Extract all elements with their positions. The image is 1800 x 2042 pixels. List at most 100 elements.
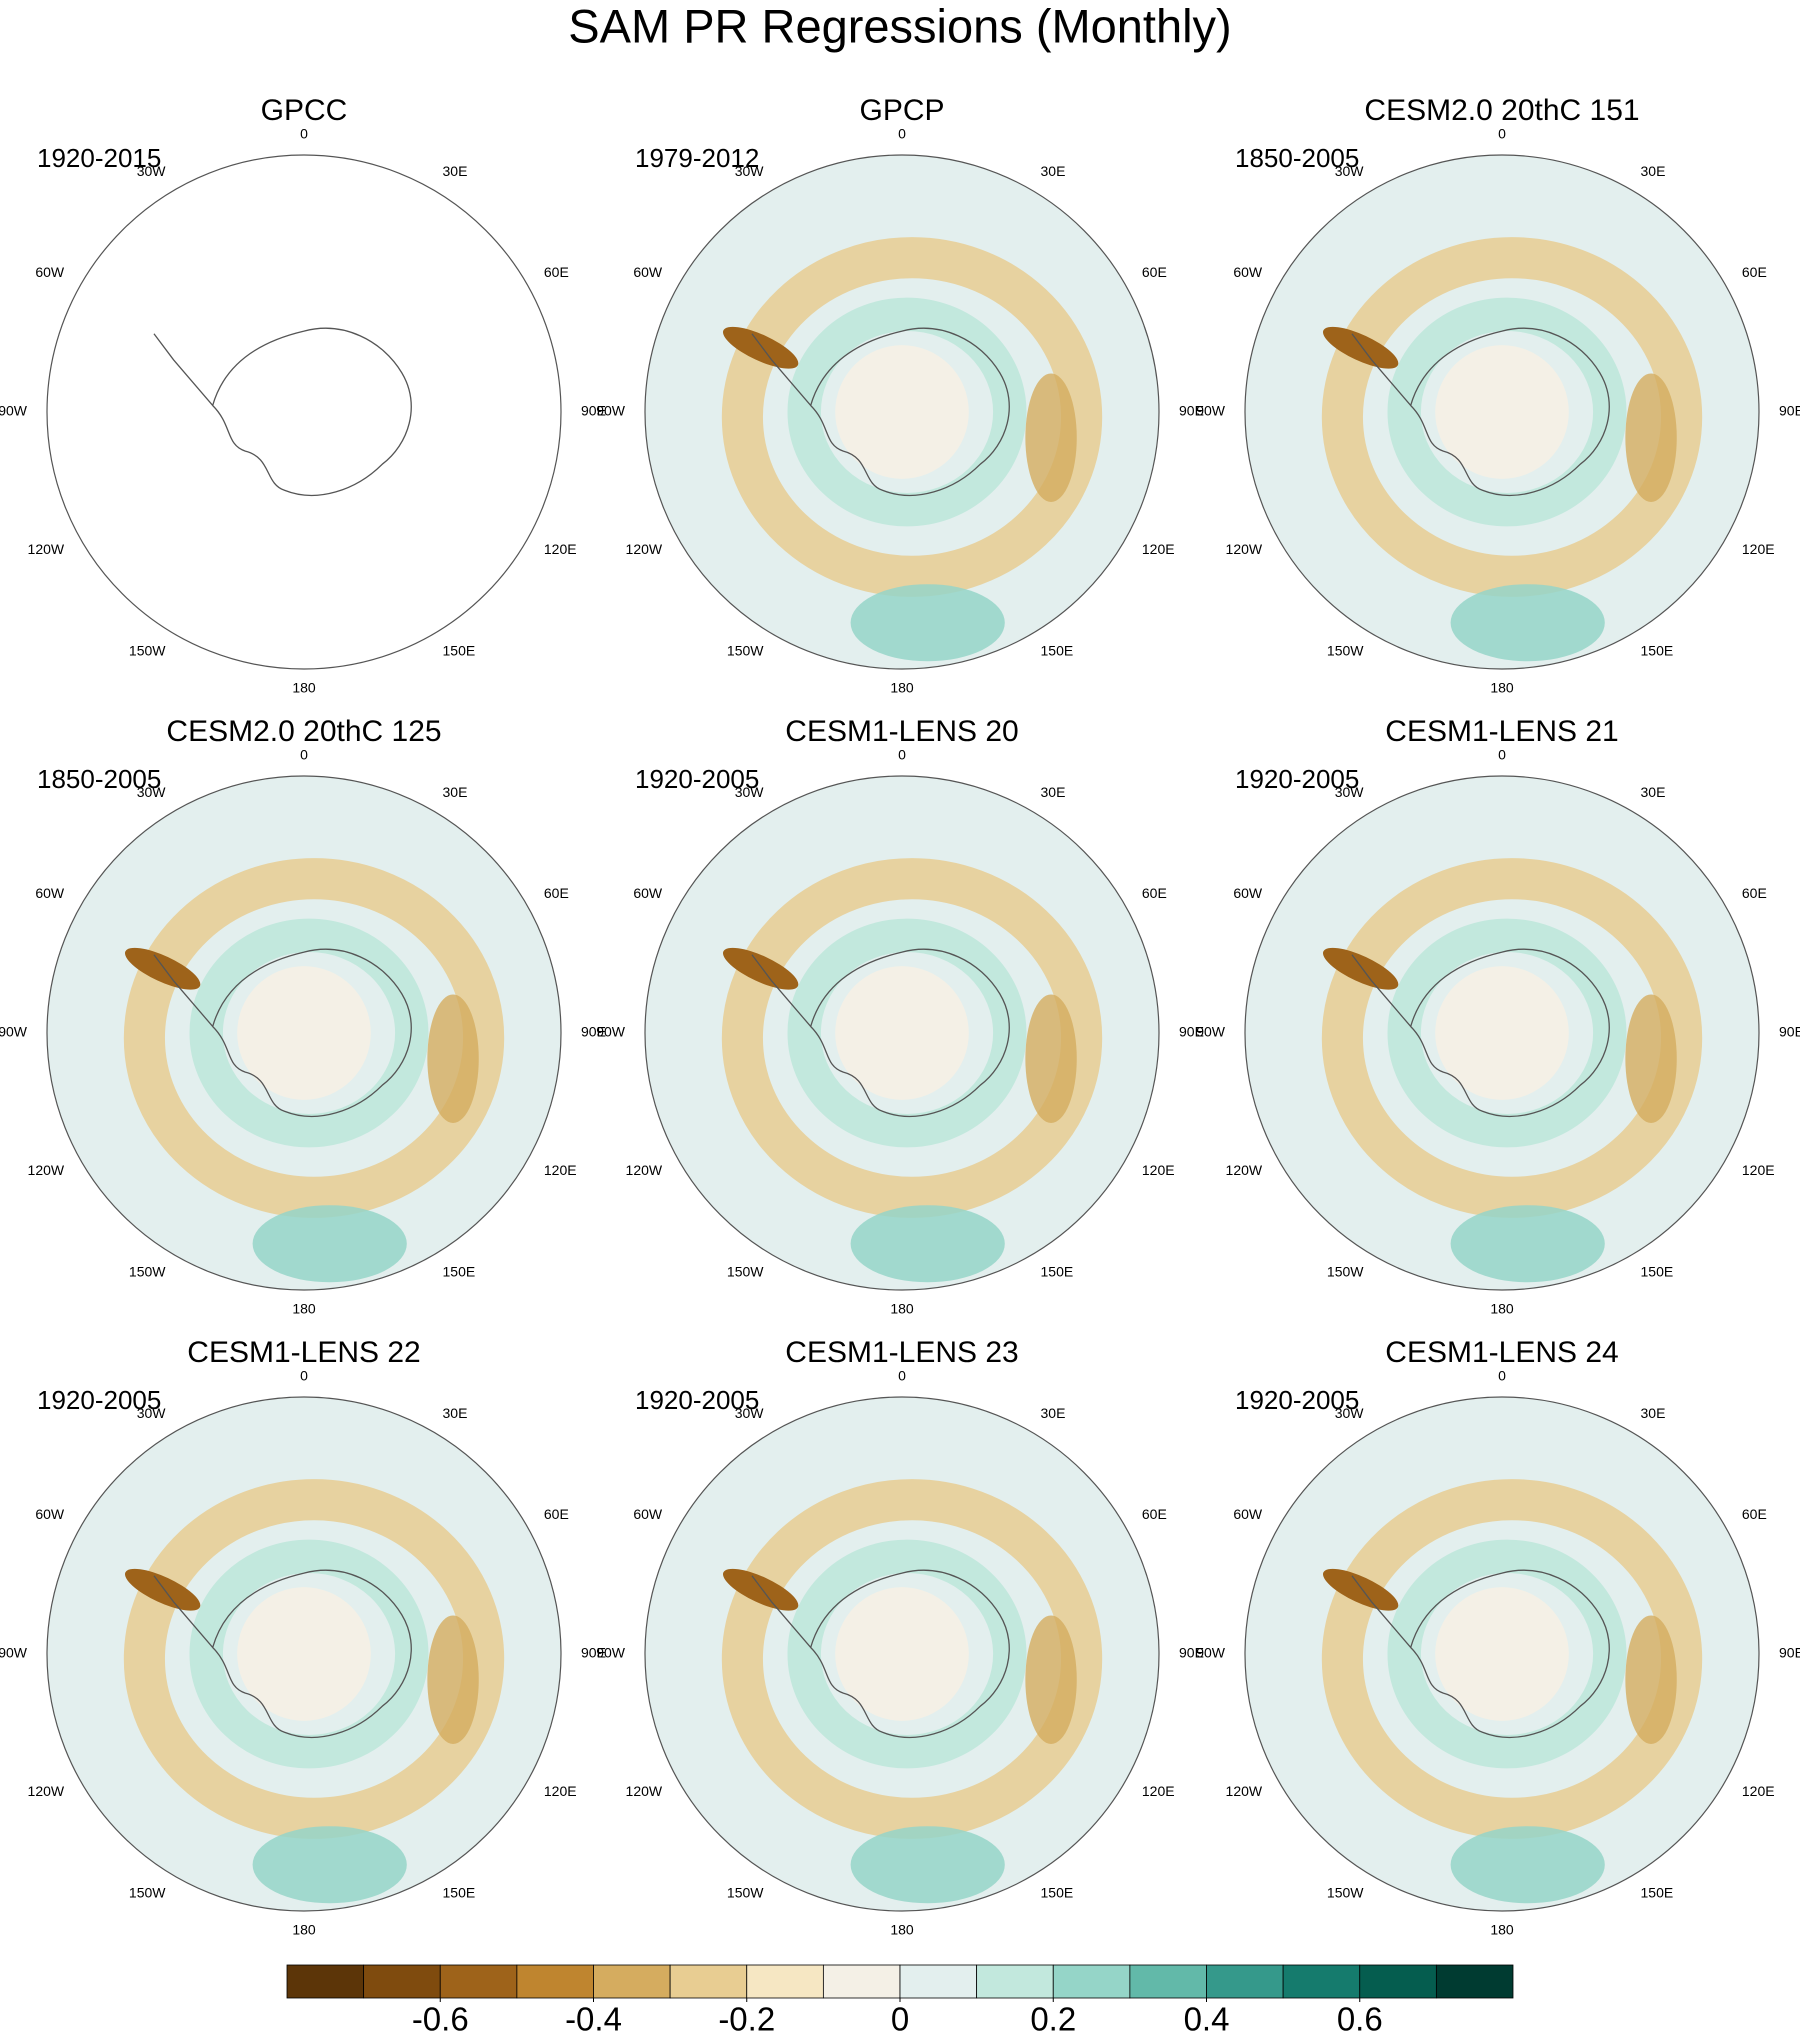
longitude-label: 90E bbox=[581, 1645, 606, 1661]
longitude-label: 30E bbox=[1641, 1405, 1666, 1421]
longitude-label: 120E bbox=[1142, 1783, 1175, 1799]
field-ring bbox=[189, 918, 429, 1148]
colorbar-tick-label: 0.4 bbox=[1184, 2001, 1230, 2038]
map-border bbox=[644, 775, 1160, 1291]
longitude-label: 120W bbox=[28, 541, 65, 557]
longitude-label: 90W bbox=[1196, 1645, 1226, 1661]
field-ring bbox=[721, 1479, 1103, 1839]
field-blob bbox=[850, 1205, 1005, 1283]
longitude-label: 60W bbox=[633, 885, 663, 901]
longitude-label: 120W bbox=[1226, 1162, 1263, 1178]
colorbar-swatch bbox=[1359, 1964, 1437, 1999]
longitude-label: 150W bbox=[129, 643, 166, 659]
longitude-label: 90W bbox=[0, 1024, 28, 1040]
panel-period: 1920-2005 bbox=[635, 764, 759, 794]
field-ring bbox=[1387, 297, 1627, 527]
map-field bbox=[47, 776, 561, 1290]
longitude-label: 180 bbox=[890, 680, 914, 696]
colorbar-swatch bbox=[363, 1964, 441, 1999]
field-blob bbox=[1450, 1826, 1605, 1904]
coastline bbox=[751, 327, 1010, 497]
field-blob bbox=[1625, 373, 1677, 502]
field-blob bbox=[427, 1615, 479, 1744]
map-field bbox=[47, 1397, 561, 1911]
map-field bbox=[645, 155, 1159, 669]
longitude-label: 30E bbox=[1641, 163, 1666, 179]
longitude-label: 90E bbox=[1179, 1024, 1204, 1040]
colorbar-swatch bbox=[1435, 1964, 1514, 1999]
longitude-label: 180 bbox=[292, 1301, 316, 1317]
longitude-label: 30W bbox=[735, 1405, 765, 1421]
longitude-label: 90W bbox=[0, 403, 28, 419]
longitude-label: 90W bbox=[1196, 1024, 1226, 1040]
field-blob bbox=[722, 1568, 799, 1611]
coastline bbox=[1351, 1569, 1610, 1739]
colorbar-swatch bbox=[746, 1964, 824, 1999]
panel-period: 1850-2005 bbox=[37, 764, 161, 794]
map-border bbox=[46, 775, 562, 1291]
longitude-label: 120E bbox=[1742, 541, 1775, 557]
map-border bbox=[644, 154, 1160, 670]
longitude-label: 90E bbox=[1179, 403, 1204, 419]
field-ring bbox=[1387, 918, 1627, 1148]
field-ring bbox=[721, 858, 1103, 1218]
map-border bbox=[46, 154, 562, 670]
longitude-label: 60W bbox=[35, 1506, 65, 1522]
field-center bbox=[1435, 966, 1569, 1100]
longitude-label: 30E bbox=[443, 1405, 468, 1421]
map-border bbox=[1244, 1396, 1760, 1912]
longitude-label: 180 bbox=[292, 1922, 316, 1938]
longitude-label: 150W bbox=[1327, 1885, 1364, 1901]
map-field bbox=[645, 1397, 1159, 1911]
longitude-label: 30E bbox=[1041, 1405, 1066, 1421]
panel-title: GPCP bbox=[859, 94, 944, 127]
longitude-label: 120E bbox=[1742, 1783, 1775, 1799]
map-panel: CESM1-LENS 24 1920-2005 0 30E 60E 90E 120E 150E… bbox=[1196, 1336, 1800, 1938]
longitude-label: 90W bbox=[596, 403, 626, 419]
colorbar-swatch bbox=[669, 1964, 748, 1999]
longitude-label: 30E bbox=[1041, 163, 1066, 179]
longitude-label: 30W bbox=[735, 784, 765, 800]
panel-title: CESM1-LENS 21 bbox=[1385, 715, 1618, 748]
longitude-label: 90E bbox=[1779, 1645, 1800, 1661]
longitude-label: 150E bbox=[1641, 1264, 1674, 1280]
field-center bbox=[237, 966, 371, 1100]
longitude-label: 60E bbox=[544, 1506, 569, 1522]
field-center bbox=[237, 1587, 371, 1721]
field-blob bbox=[1322, 1568, 1399, 1611]
field-blob bbox=[124, 1568, 201, 1611]
longitude-label: 30W bbox=[137, 163, 167, 179]
coastline bbox=[1351, 948, 1610, 1118]
longitude-label: 150W bbox=[727, 643, 764, 659]
map-field bbox=[1245, 155, 1759, 669]
longitude-label: 30E bbox=[1641, 784, 1666, 800]
panel-title: CESM1-LENS 24 bbox=[1385, 1336, 1618, 1369]
longitude-label: 90E bbox=[1779, 403, 1800, 419]
panel-title: GPCC bbox=[261, 94, 348, 127]
longitude-label: 150E bbox=[1641, 643, 1674, 659]
map-panel: CESM1-LENS 20 1920-2005 0 30E 60E 90E 120E 150E… bbox=[596, 715, 1204, 1317]
longitude-label: 150E bbox=[1041, 643, 1074, 659]
panel-period: 1920-2005 bbox=[1235, 764, 1359, 794]
longitude-label: 60E bbox=[1742, 1506, 1767, 1522]
field-ring bbox=[189, 1539, 429, 1769]
longitude-label: 150W bbox=[727, 1885, 764, 1901]
panel-title: CESM1-LENS 23 bbox=[785, 1336, 1018, 1369]
field-blob bbox=[1450, 1205, 1605, 1283]
colorbar-swatch bbox=[286, 1964, 365, 1999]
longitude-label: 30E bbox=[443, 163, 468, 179]
longitude-label: 90W bbox=[596, 1645, 626, 1661]
field-ring bbox=[787, 918, 1027, 1148]
longitude-label: 150E bbox=[443, 643, 476, 659]
field-blob bbox=[1025, 1615, 1077, 1744]
longitude-label: 90E bbox=[1179, 1645, 1204, 1661]
colorbar-swatch bbox=[899, 1964, 978, 1999]
longitude-label: 180 bbox=[890, 1301, 914, 1317]
longitude-label: 150W bbox=[129, 1264, 166, 1280]
longitude-label: 60E bbox=[1742, 264, 1767, 280]
colorbar-tick-label: -0.6 bbox=[412, 2001, 469, 2038]
field-ring bbox=[787, 297, 1027, 527]
